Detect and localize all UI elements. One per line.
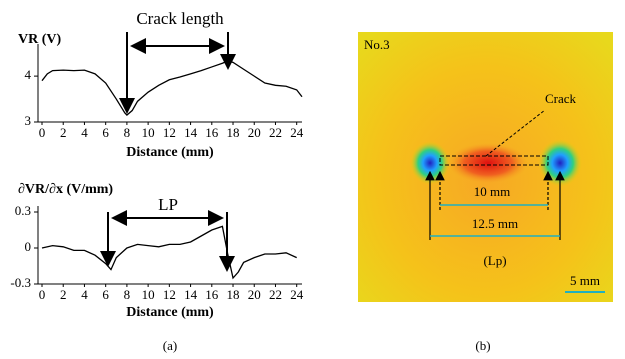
crack-label: Crack xyxy=(545,91,577,106)
y-tick-label: 4 xyxy=(25,67,32,82)
x-tick-label: 24 xyxy=(290,287,304,302)
x-tick-label: 18 xyxy=(227,287,240,302)
x-tick-label: 12 xyxy=(163,125,176,140)
x-tick-label: 2 xyxy=(60,125,67,140)
x-tick-label: 22 xyxy=(269,125,282,140)
x-axis-label: Distance (mm) xyxy=(126,145,214,160)
x-tick-label: 10 xyxy=(142,287,155,302)
figure: Crack length LP VR (V) ∂VR/∂x (V/mm) Dis… xyxy=(0,0,625,359)
x-tick-label: 16 xyxy=(205,287,219,302)
length-label: 10 mm xyxy=(474,184,510,199)
x-tick-label: 0 xyxy=(39,125,46,140)
x-tick-label: 6 xyxy=(102,287,109,302)
x-tick-label: 16 xyxy=(205,125,219,140)
x-tick-label: 6 xyxy=(102,125,109,140)
y-axis-label: VR (V) xyxy=(18,32,61,47)
specimen-label: No.3 xyxy=(364,37,390,52)
annotation: LP xyxy=(158,195,178,214)
x-tick-label: 4 xyxy=(81,125,88,140)
page: Crack length LP VR (V) ∂VR/∂x (V/mm) Dis… xyxy=(0,0,625,359)
x-tick-label: 14 xyxy=(184,125,198,140)
x-tick-label: 24 xyxy=(290,125,304,140)
data-line xyxy=(42,226,297,278)
x-tick-label: 8 xyxy=(124,287,131,302)
x-tick-label: 12 xyxy=(163,287,176,302)
length-label: 12.5 mm xyxy=(472,216,518,231)
x-tick-label: 10 xyxy=(142,125,155,140)
x-tick-label: 18 xyxy=(227,125,240,140)
x-tick-label: 14 xyxy=(184,287,198,302)
x-tick-label: 2 xyxy=(60,287,67,302)
data-line xyxy=(42,61,302,115)
y-tick-label: 3 xyxy=(25,113,32,128)
caption: (a) xyxy=(163,338,177,353)
y-tick-label: -0.3 xyxy=(10,275,31,290)
x-tick-label: 8 xyxy=(124,125,131,140)
x-tick-label: 20 xyxy=(248,287,261,302)
scale-bar-label: 5 mm xyxy=(570,273,600,288)
x-tick-label: 20 xyxy=(248,125,261,140)
x-tick-label: 0 xyxy=(39,287,46,302)
x-tick-label: 4 xyxy=(81,287,88,302)
y-tick-label: 0 xyxy=(25,239,32,254)
caption: (b) xyxy=(475,338,490,353)
y-tick-label: 0.3 xyxy=(15,203,31,218)
lp-label: (Lp) xyxy=(483,253,506,268)
y-axis-label: ∂VR/∂x (V/mm) xyxy=(18,182,113,197)
annotation: Crack length xyxy=(136,9,224,28)
x-tick-label: 22 xyxy=(269,287,282,302)
x-axis-label: Distance (mm) xyxy=(126,305,214,320)
